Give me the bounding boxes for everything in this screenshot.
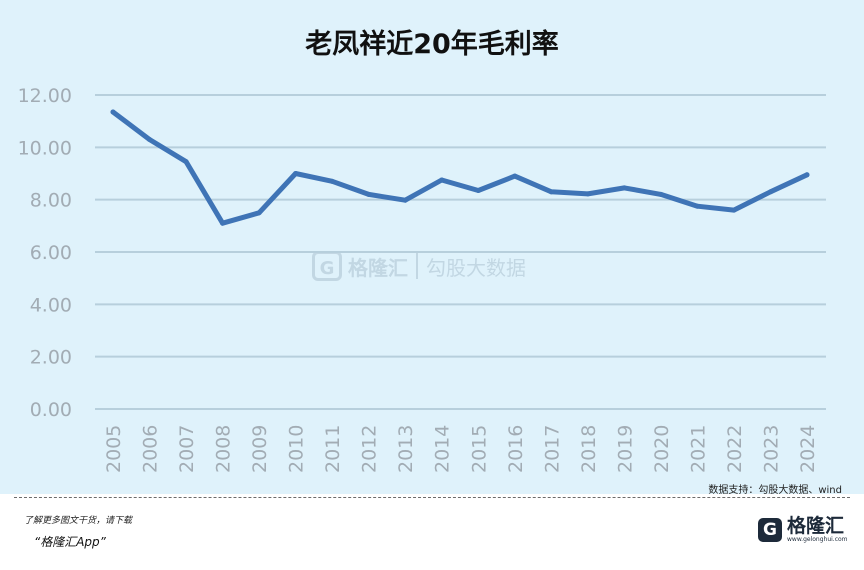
y-tick-label: 0.00 <box>30 399 72 421</box>
footer-note: 了解更多图文干货，请下载 <box>24 516 133 526</box>
data-point <box>329 178 335 184</box>
data-point <box>548 189 554 195</box>
x-tick-label: 2015 <box>468 425 490 473</box>
x-tick-label: 2018 <box>578 425 600 473</box>
y-tick-label: 12.00 <box>18 85 72 107</box>
data-point <box>402 197 408 203</box>
x-tick-label: 2005 <box>103 425 125 473</box>
data-point <box>256 210 262 216</box>
y-tick-label: 6.00 <box>30 242 72 264</box>
series-line <box>110 109 810 226</box>
y-tick-label: 10.00 <box>18 137 72 159</box>
x-tick-label: 2022 <box>724 425 746 473</box>
x-tick-label: 2007 <box>176 425 198 473</box>
y-tick-label: 8.00 <box>30 190 72 212</box>
x-tick-label: 2020 <box>651 425 673 473</box>
data-point <box>439 177 445 183</box>
watermark-text: 格隆汇 <box>348 255 408 280</box>
x-tick-label: 2021 <box>687 425 709 473</box>
data-point <box>658 191 664 197</box>
y-tick-label: 2.00 <box>30 347 72 369</box>
logo-icon: G <box>758 518 782 542</box>
x-tick-label: 2006 <box>140 425 162 473</box>
logo-text: 格隆汇 <box>787 515 845 537</box>
footer-divider <box>14 497 850 498</box>
data-point <box>585 191 591 197</box>
data-point <box>110 109 116 115</box>
x-tick-label: 2024 <box>797 425 819 473</box>
data-point <box>512 173 518 179</box>
line-chart: 0.00 2.00 4.00 6.00 8.00 10.00 12.00 2005 2006 20… <box>18 85 826 473</box>
data-source: 数据支持：勾股大数据、wind <box>708 485 842 496</box>
footer-app-name: “格隆汇App” <box>34 535 106 549</box>
data-point <box>694 203 700 209</box>
x-tick-label: 2023 <box>760 425 782 473</box>
data-point <box>366 191 372 197</box>
x-tick-label: 2009 <box>249 425 271 473</box>
data-point <box>147 136 153 142</box>
x-tick-label: 2010 <box>286 425 308 473</box>
x-tick-label: 2008 <box>213 425 235 473</box>
data-point <box>731 207 737 213</box>
data-point <box>293 171 299 176</box>
data-point <box>804 172 810 178</box>
y-tick-label: 4.00 <box>30 294 72 316</box>
data-point <box>475 188 481 194</box>
x-tick-label: 2017 <box>541 425 563 473</box>
x-tick-label: 2011 <box>322 425 344 473</box>
watermark-text-secondary: 勾股大数据 <box>426 255 526 280</box>
x-tick-label: 2019 <box>614 425 636 473</box>
data-point <box>220 220 226 226</box>
brand-logo: G 格隆汇 www.gelonghui.com <box>758 516 848 544</box>
data-point <box>183 159 189 165</box>
x-tick-label: 2014 <box>432 425 454 473</box>
x-tick-label: 2013 <box>395 425 417 473</box>
x-tick-label: 2012 <box>359 425 381 473</box>
watermark: G 格隆汇 勾股大数据 <box>312 251 526 281</box>
logo-url: www.gelonghui.com <box>787 536 848 543</box>
x-tick-label: 2016 <box>505 425 527 473</box>
chart-panel <box>0 0 864 494</box>
data-point <box>767 189 773 195</box>
chart-title: 老凤祥近20年毛利率 <box>305 29 559 60</box>
data-point <box>621 185 627 191</box>
watermark-separator <box>416 253 418 279</box>
